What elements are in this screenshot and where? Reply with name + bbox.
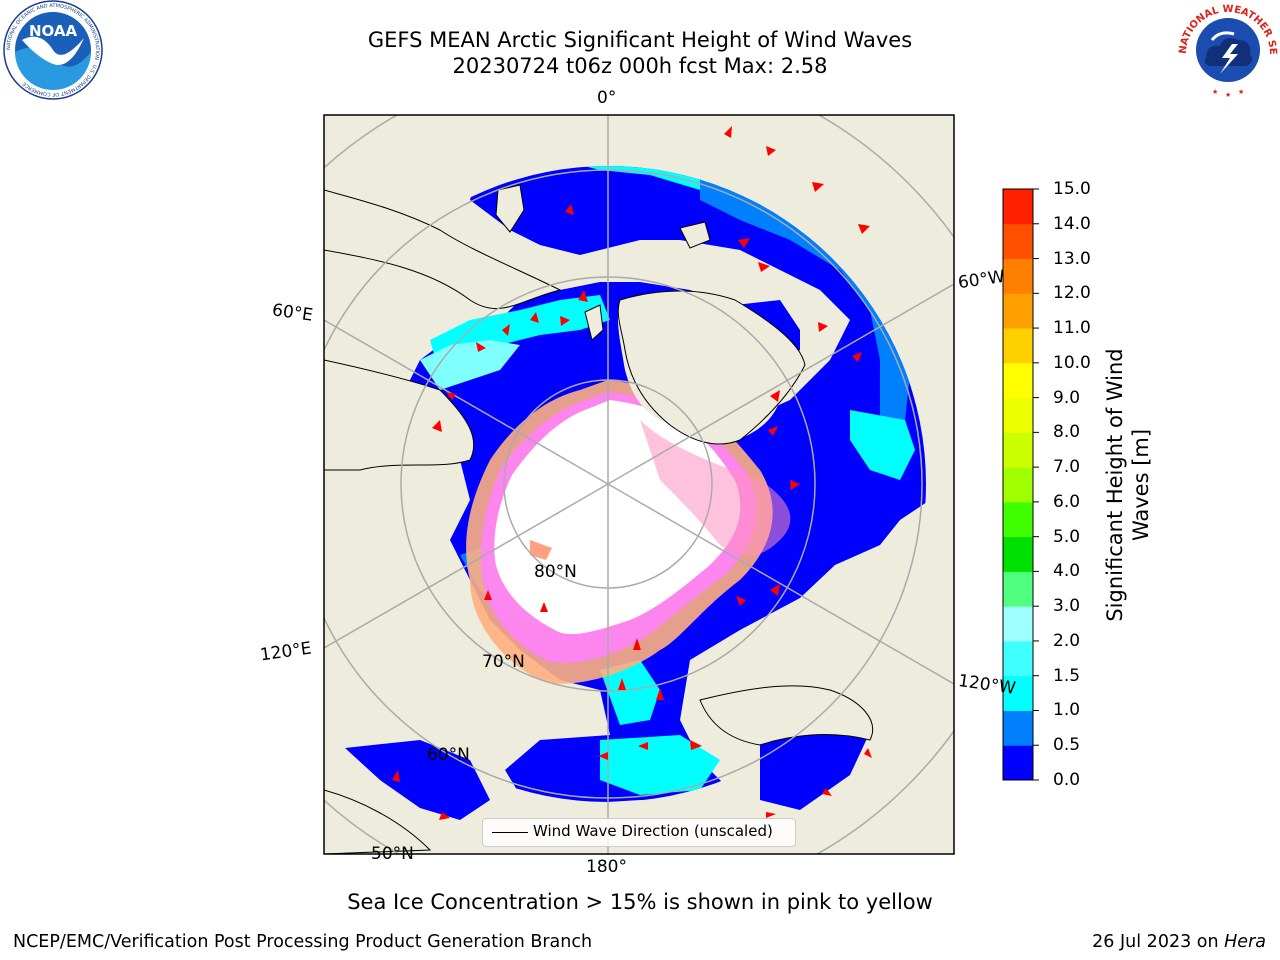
- noaa-logo-text: NOAA: [29, 22, 78, 40]
- colorbar-swatch: [1003, 710, 1033, 746]
- colorbar-tick-label: 15.0: [1053, 179, 1091, 199]
- colorbar-swatch: [1003, 328, 1033, 364]
- lon-label-180: 180°: [586, 857, 627, 877]
- colorbar-tick-label: 11.0: [1053, 318, 1091, 339]
- sea-ice-field: [466, 292, 791, 684]
- colorbar-tick-label: 1.0: [1053, 700, 1081, 721]
- colorbar-swatch: [1003, 432, 1033, 468]
- lat-label-60n: 60°N: [427, 745, 470, 765]
- footer-credit: NCEP/EMC/Verification Post Processing Pr…: [13, 932, 593, 952]
- footer-date: 26 Jul 2023 on Hera: [1092, 932, 1266, 952]
- meridian-120w: [607, 483, 954, 685]
- lat-label-50n: 50°N: [371, 844, 414, 864]
- map-frame: [323, 114, 955, 855]
- colorbar-swatch: [1003, 536, 1033, 572]
- svg-text:★: ★: [1238, 88, 1244, 96]
- colorbar-tick-label: 13.0: [1053, 248, 1091, 269]
- meridian-60w: [607, 283, 954, 485]
- colorbar-swatch: [1003, 223, 1033, 260]
- colorbar-swatches: [1003, 189, 1033, 781]
- colorbar-swatch: [1003, 606, 1033, 642]
- svg-text:★: ★: [1225, 91, 1231, 99]
- colorbar-title-line2: Waves [m]: [1129, 428, 1153, 542]
- colorbar-swatch: [1003, 640, 1033, 677]
- chart-subtitle: 20230724 t06z 000h fcst Max: 2.58: [452, 54, 828, 78]
- colorbar-tick-label: 10.0: [1053, 352, 1091, 373]
- colorbar-tick-label: 6.0: [1053, 491, 1081, 512]
- colorbar-tick-label: 0.5: [1053, 735, 1081, 756]
- graticule: [324, 115, 954, 854]
- map-legend: Wind Wave Direction (unscaled): [482, 818, 796, 847]
- wind-wave-arrows: [392, 126, 872, 820]
- colorbar-swatch: [1003, 571, 1033, 607]
- colorbar-swatch: [1003, 258, 1033, 294]
- meridian-60e: [324, 319, 609, 485]
- colorbar-swatch: [1003, 397, 1033, 433]
- colorbar-swatch: [1003, 362, 1033, 399]
- colorbar-swatch: [1003, 189, 1033, 225]
- lat-label-70n: 70°N: [482, 652, 525, 672]
- legend-line-sample: [492, 832, 528, 833]
- colorbar-tick-label: 14.0: [1053, 213, 1091, 234]
- colorbar-tick-label: 5.0: [1053, 526, 1081, 547]
- svg-text:★: ★: [1212, 88, 1218, 96]
- colorbar-tick-label: 2.0: [1053, 630, 1081, 651]
- colorbar-tick-label: 1.5: [1053, 665, 1081, 686]
- colorbar-swatch: [1003, 467, 1033, 503]
- colorbar-tick-label: 3.0: [1053, 596, 1081, 617]
- nws-logo: NATIONAL WEATHER SERVICE ★★★: [1176, 0, 1278, 99]
- lon-label-0: 0°: [597, 88, 617, 108]
- chart-title: GEFS MEAN Arctic Significant Height of W…: [367, 28, 913, 52]
- meridian-120e: [324, 483, 609, 649]
- colorbar-tick-label: 7.0: [1053, 457, 1081, 478]
- footer-system: Hera: [1224, 932, 1266, 952]
- colorbar-title-line1: Significant Height of Wind: [1103, 348, 1127, 622]
- colorbar-tick-label: 8.0: [1053, 422, 1081, 443]
- colorbar-frame: [1002, 188, 1034, 781]
- lat-label-80n: 80°N: [534, 562, 577, 582]
- colorbar-tick-label: 12.0: [1053, 283, 1091, 304]
- colorbar-swatch: [1003, 745, 1033, 781]
- footer-date-text: 26 Jul 2023 on: [1092, 932, 1225, 952]
- colorbar-tick-label: 0.0: [1053, 770, 1081, 790]
- legend-label: Wind Wave Direction (unscaled): [533, 822, 773, 840]
- colorbar-tick-label: 4.0: [1053, 561, 1081, 582]
- colorbar-swatch: [1003, 293, 1033, 329]
- colorbar-swatch: [1003, 675, 1033, 711]
- sea-ice-note: Sea Ice Concentration > 15% is shown in …: [347, 890, 933, 914]
- colorbar-swatch: [1003, 501, 1033, 538]
- colorbar-tick-label: 9.0: [1053, 387, 1081, 408]
- noaa-logo: NOAA NATIONAL OCEANIC AND ATMOSPHERIC AD…: [3, 0, 103, 100]
